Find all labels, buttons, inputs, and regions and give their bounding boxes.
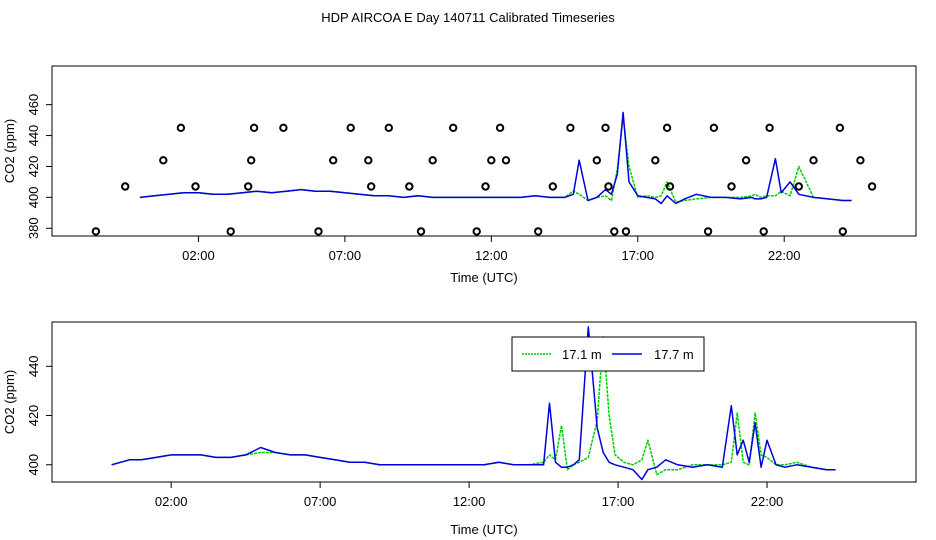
cal-marker-point (159, 156, 168, 165)
cal-marker-point (449, 123, 458, 133)
x-axis: 02:00 07:00 12:00 17:00 22:00 (155, 482, 783, 509)
cal-marker-point (651, 156, 660, 165)
cal-marker-point (472, 227, 481, 236)
cal-marker-point (367, 182, 376, 191)
x-tick-label: 12:00 (475, 248, 508, 263)
cal-marker-point (249, 123, 259, 133)
cal-marker-point (91, 227, 101, 236)
x-tick-label: 02:00 (155, 494, 188, 509)
cal-marker-point (856, 156, 865, 165)
series-line-17-7-m (139, 111, 852, 205)
cal-marker-point (794, 182, 803, 191)
cal-marker-point (592, 156, 601, 165)
cal-marker-point (428, 156, 437, 165)
cal-marker-point (765, 123, 774, 133)
cal-marker-point (548, 182, 557, 191)
cal-marker-point (314, 227, 323, 236)
cal-marker-point (838, 227, 847, 236)
plot-frame (51, 65, 917, 237)
cal-marker-point (226, 227, 235, 236)
legend: 17.1 m 17.7 m (511, 336, 705, 372)
y-tick-label: 400 (26, 454, 41, 476)
cal-marker-point (601, 123, 610, 133)
panel-bottom: 02:00 07:00 12:00 17:00 22:00 400 420 440 Time… (2, 321, 917, 537)
cal-marker-point (809, 156, 818, 165)
cal-marker-point (487, 156, 496, 165)
chart-title: HDP AIRCOA E Day 140711 Calibrated Times… (321, 10, 615, 25)
cal-marker-point (279, 123, 288, 133)
y-tick-label: 440 (26, 125, 41, 147)
x-axis-label: Time (UTC) (450, 522, 517, 537)
cal-marker-point (621, 227, 631, 236)
cal-marker-point (501, 156, 511, 165)
y-tick-label: 420 (26, 405, 41, 427)
x-axis: 02:00 07:00 12:00 17:00 22:00 (182, 236, 800, 263)
plot-frame (51, 321, 917, 483)
x-tick-label: 22:00 (751, 494, 784, 509)
legend-label-17-1: 17.1 m (562, 347, 602, 362)
cal-marker-point (364, 156, 373, 165)
cal-marker-point (665, 182, 675, 191)
cal-marker-point (835, 123, 845, 133)
y-axis-label: CO2 (ppm) (2, 119, 17, 183)
legend-label-17-7: 17.7 m (654, 347, 694, 362)
cal-marker-point (662, 123, 672, 133)
y-axis: 400 420 440 (26, 355, 52, 476)
y-tick-label: 460 (26, 94, 41, 116)
cal-marker-point (384, 123, 393, 133)
cal-marker-point (191, 182, 200, 191)
cal-marker-point (346, 123, 355, 133)
x-tick-label: 02:00 (182, 248, 215, 263)
cal-marker-point (709, 123, 719, 133)
cal-marker-point (481, 182, 490, 191)
cal-marker-point (121, 182, 130, 191)
y-tick-label: 400 (26, 187, 41, 209)
y-tick-label: 380 (26, 217, 41, 239)
cal-marker-point (727, 182, 736, 191)
cal-marker-point (610, 227, 619, 236)
cal-marker-point (329, 156, 338, 165)
series-group (111, 326, 836, 481)
cal-marker-point (495, 123, 505, 133)
cal-marker-point (604, 182, 613, 191)
y-axis-label: CO2 (ppm) (2, 370, 17, 434)
cal-marker-point (534, 227, 543, 236)
cal-marker-point (244, 182, 253, 191)
y-tick-label: 440 (26, 355, 41, 377)
x-tick-label: 07:00 (304, 494, 337, 509)
x-tick-label: 17:00 (621, 248, 654, 263)
series-line-17-7-m (111, 326, 836, 481)
x-tick-label: 17:00 (602, 494, 635, 509)
y-tick-label: 420 (26, 156, 41, 178)
cal-marker-point (405, 182, 414, 191)
cal-marker-point (703, 227, 713, 236)
x-tick-label: 07:00 (329, 248, 362, 263)
marker-group (91, 123, 877, 236)
cal-marker-point (867, 182, 877, 191)
cal-marker-point (741, 156, 751, 165)
cal-marker-point (247, 156, 256, 165)
y-axis: 380 400 420 440 460 (26, 94, 52, 239)
cal-marker-point (176, 123, 186, 133)
cal-marker-point (416, 227, 426, 236)
series-group (139, 111, 852, 205)
x-axis-label: Time (UTC) (450, 270, 517, 285)
panel-top: 02:00 07:00 12:00 17:00 22:00 380 400 420 440 46… (2, 65, 917, 285)
cal-marker-point (759, 227, 768, 236)
x-tick-label: 12:00 (453, 494, 486, 509)
cal-marker-point (566, 123, 575, 133)
series-line-17-1-m (111, 336, 836, 476)
x-tick-label: 22:00 (768, 248, 801, 263)
